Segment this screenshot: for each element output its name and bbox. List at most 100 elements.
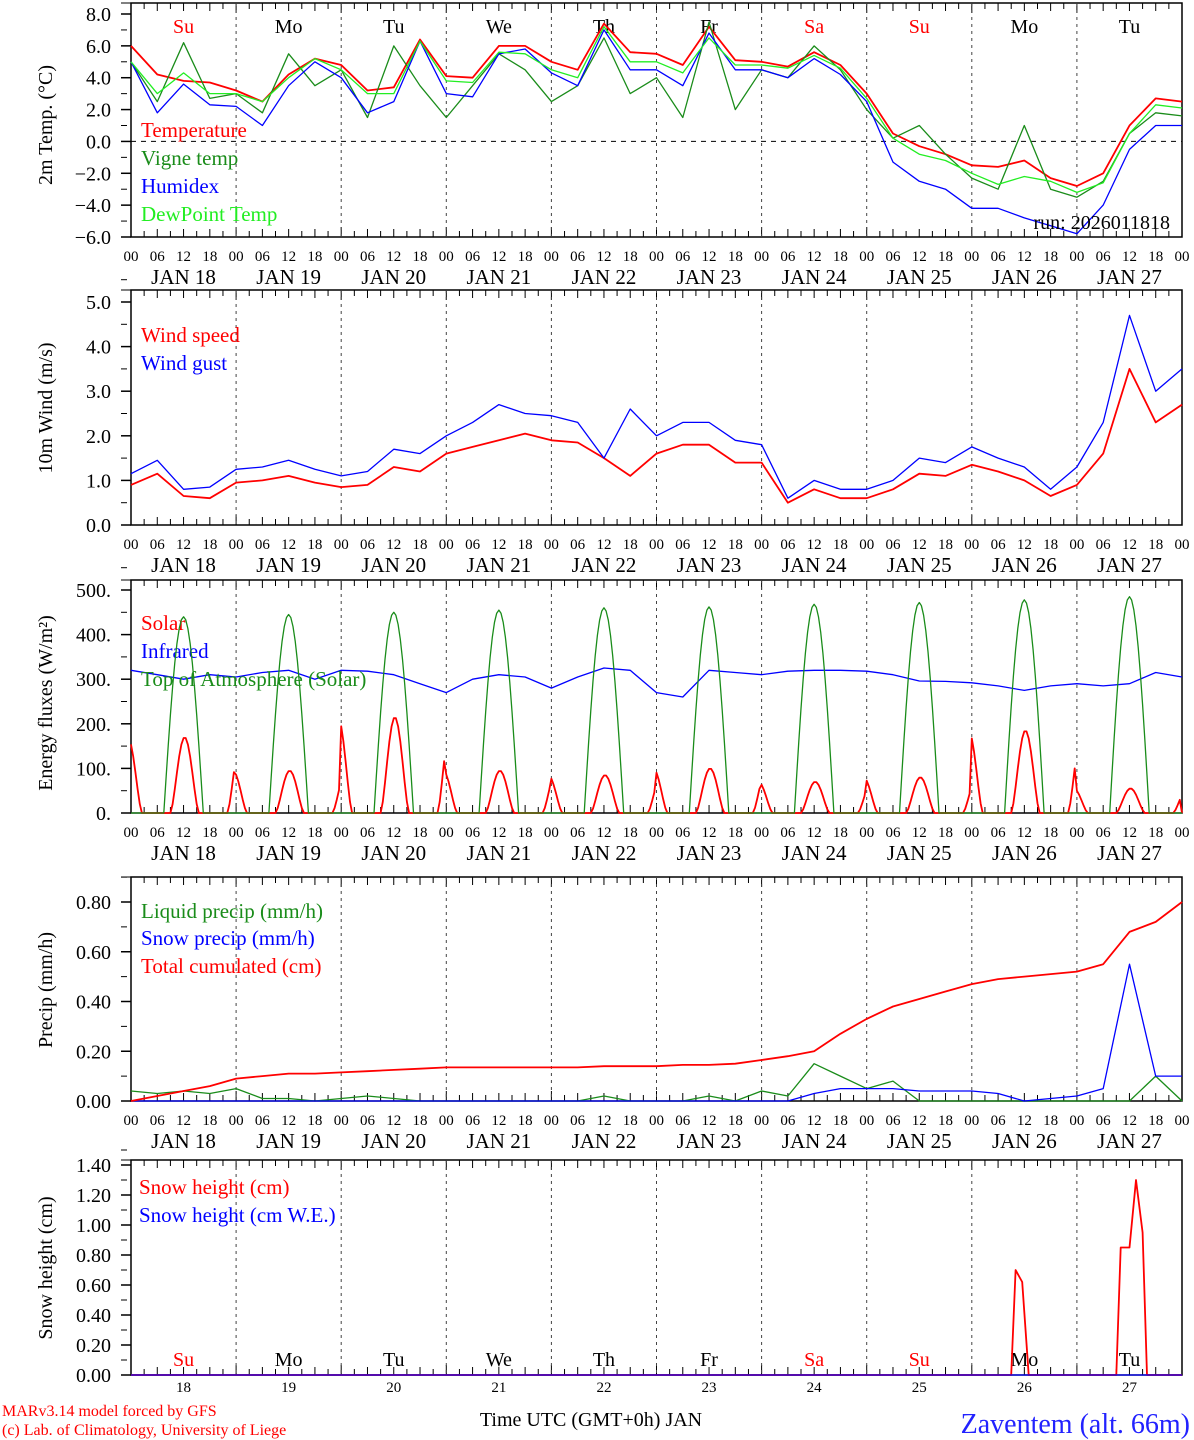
- day-number-label: 23: [702, 1380, 717, 1396]
- hour-tick-label: 06: [360, 249, 376, 265]
- series-dewpoint-temp: [130, 26, 1183, 194]
- y-tick-label: −2.0: [75, 163, 111, 185]
- hour-tick-label: 06: [255, 537, 271, 553]
- hour-tick-label: 00: [1175, 1113, 1190, 1129]
- y-tick-label: 1.20: [76, 1185, 111, 1207]
- hour-tick-label: 00: [439, 249, 454, 265]
- hour-tick-label: 18: [202, 537, 217, 553]
- hour-tick-label: 06: [991, 1113, 1007, 1129]
- hour-tick-label: 12: [912, 537, 927, 553]
- hour-tick-label: 06: [255, 825, 271, 841]
- hour-tick-label: 12: [491, 1113, 506, 1129]
- hour-tick-label: 12: [176, 249, 191, 265]
- hour-tick-label: 00: [754, 249, 769, 265]
- hour-tick-label: 06: [360, 825, 376, 841]
- date-label: JAN 22: [572, 265, 637, 289]
- hour-tick-label: 12: [702, 249, 717, 265]
- hour-tick-label: 18: [307, 249, 322, 265]
- hour-tick-label: 12: [596, 249, 611, 265]
- hour-tick-label: 12: [912, 1113, 927, 1129]
- hour-tick-label: 00: [1069, 249, 1084, 265]
- legend-entry: Solar: [141, 611, 185, 635]
- weekday-label: Fr: [700, 1349, 718, 1371]
- lab-credit: (c) Lab. of Climatology, University of L…: [2, 1422, 286, 1439]
- hour-tick-label: 06: [780, 537, 796, 553]
- hour-tick-label: 00: [964, 1113, 979, 1129]
- y-tick-label: 8.0: [86, 4, 111, 26]
- weekday-label: Su: [909, 16, 930, 38]
- hour-tick-label: 18: [833, 537, 848, 553]
- hour-tick-label: 18: [623, 825, 638, 841]
- hour-tick-label: 18: [1148, 249, 1163, 265]
- date-label: JAN 18: [151, 1129, 216, 1153]
- date-label: JAN 25: [887, 265, 952, 289]
- hour-tick-label: 12: [1122, 249, 1137, 265]
- hour-tick-label: 06: [991, 825, 1007, 841]
- hour-tick-label: 00: [649, 249, 664, 265]
- hour-tick-label: 12: [702, 825, 717, 841]
- series-infrared: [130, 667, 1183, 698]
- hour-tick-label: 06: [465, 249, 481, 265]
- hour-tick-label: 00: [544, 537, 559, 553]
- hour-tick-label: 12: [702, 1113, 717, 1129]
- hour-tick-label: 18: [307, 537, 322, 553]
- date-label: JAN 20: [361, 1129, 426, 1153]
- hour-tick-label: 18: [1148, 1113, 1163, 1129]
- hour-tick-label: 00: [859, 249, 874, 265]
- hour-tick-label: 18: [833, 1113, 848, 1129]
- day-number-label: 20: [386, 1380, 401, 1396]
- date-label: JAN 21: [466, 265, 531, 289]
- hour-tick-label: 18: [938, 249, 953, 265]
- hour-tick-label: 18: [202, 249, 217, 265]
- hour-tick-label: 12: [491, 537, 506, 553]
- model-credit: MARv3.14 model forced by GFS: [2, 1403, 217, 1420]
- y-axis-title: Precip (mm/h): [35, 932, 57, 1048]
- y-tick-label: 0.20: [76, 1335, 111, 1357]
- panel-5: 0.00 0.20 0.40 0.60 0.80 1.00 1.20 1.40 Snow hei…: [35, 1149, 1183, 1396]
- hour-tick-label: 06: [675, 825, 691, 841]
- hour-tick-label: 18: [413, 249, 428, 265]
- date-label: JAN 20: [361, 841, 426, 865]
- x-axis-title: Time UTC (GMT+0h) JAN: [480, 1409, 702, 1431]
- hour-tick-label: 06: [570, 1113, 586, 1129]
- weekday-label: Su: [173, 1349, 194, 1371]
- series-wind-speed: [130, 367, 1183, 504]
- date-label: JAN 23: [677, 841, 742, 865]
- hour-tick-label: 06: [360, 537, 376, 553]
- hour-tick-label: 18: [518, 1113, 533, 1129]
- date-label: JAN 22: [572, 1129, 637, 1153]
- hour-tick-label: 06: [780, 1113, 796, 1129]
- y-tick-label: 0.00: [76, 1091, 111, 1113]
- hour-tick-label: 18: [1043, 1113, 1058, 1129]
- hour-tick-label: 00: [439, 537, 454, 553]
- y-tick-label: 5.0: [86, 292, 111, 314]
- hour-tick-label: 18: [728, 825, 743, 841]
- hour-tick-label: 00: [439, 825, 454, 841]
- date-label: JAN 20: [361, 265, 426, 289]
- date-label: JAN 27: [1097, 553, 1162, 577]
- series-humidex: [130, 29, 1182, 235]
- date-label: JAN 19: [256, 265, 321, 289]
- weekday-label: Tu: [383, 16, 405, 38]
- hour-tick-label: 06: [150, 249, 166, 265]
- hour-tick-label: 18: [1043, 249, 1058, 265]
- hour-tick-label: 18: [623, 537, 638, 553]
- hour-tick-label: 18: [938, 537, 953, 553]
- hour-tick-label: 12: [1017, 825, 1032, 841]
- hour-tick-label: 00: [1175, 537, 1190, 553]
- weekday-label: Su: [909, 1349, 930, 1371]
- date-label: JAN 22: [572, 841, 637, 865]
- series-vigne-temp: [130, 21, 1183, 198]
- legend-entry: Liquid precip (mm/h): [141, 899, 323, 923]
- legend-entry: Wind gust: [141, 351, 227, 375]
- date-label: JAN 24: [782, 553, 847, 577]
- hour-tick-label: 06: [885, 249, 901, 265]
- hour-tick-label: 06: [150, 537, 166, 553]
- y-tick-label: 4.0: [86, 337, 111, 359]
- day-number-label: 22: [596, 1380, 611, 1396]
- legend-entry: Snow precip (mm/h): [141, 926, 315, 950]
- y-tick-label: 0.60: [76, 1275, 111, 1297]
- hour-tick-label: 18: [938, 1113, 953, 1129]
- date-label: JAN 21: [466, 841, 531, 865]
